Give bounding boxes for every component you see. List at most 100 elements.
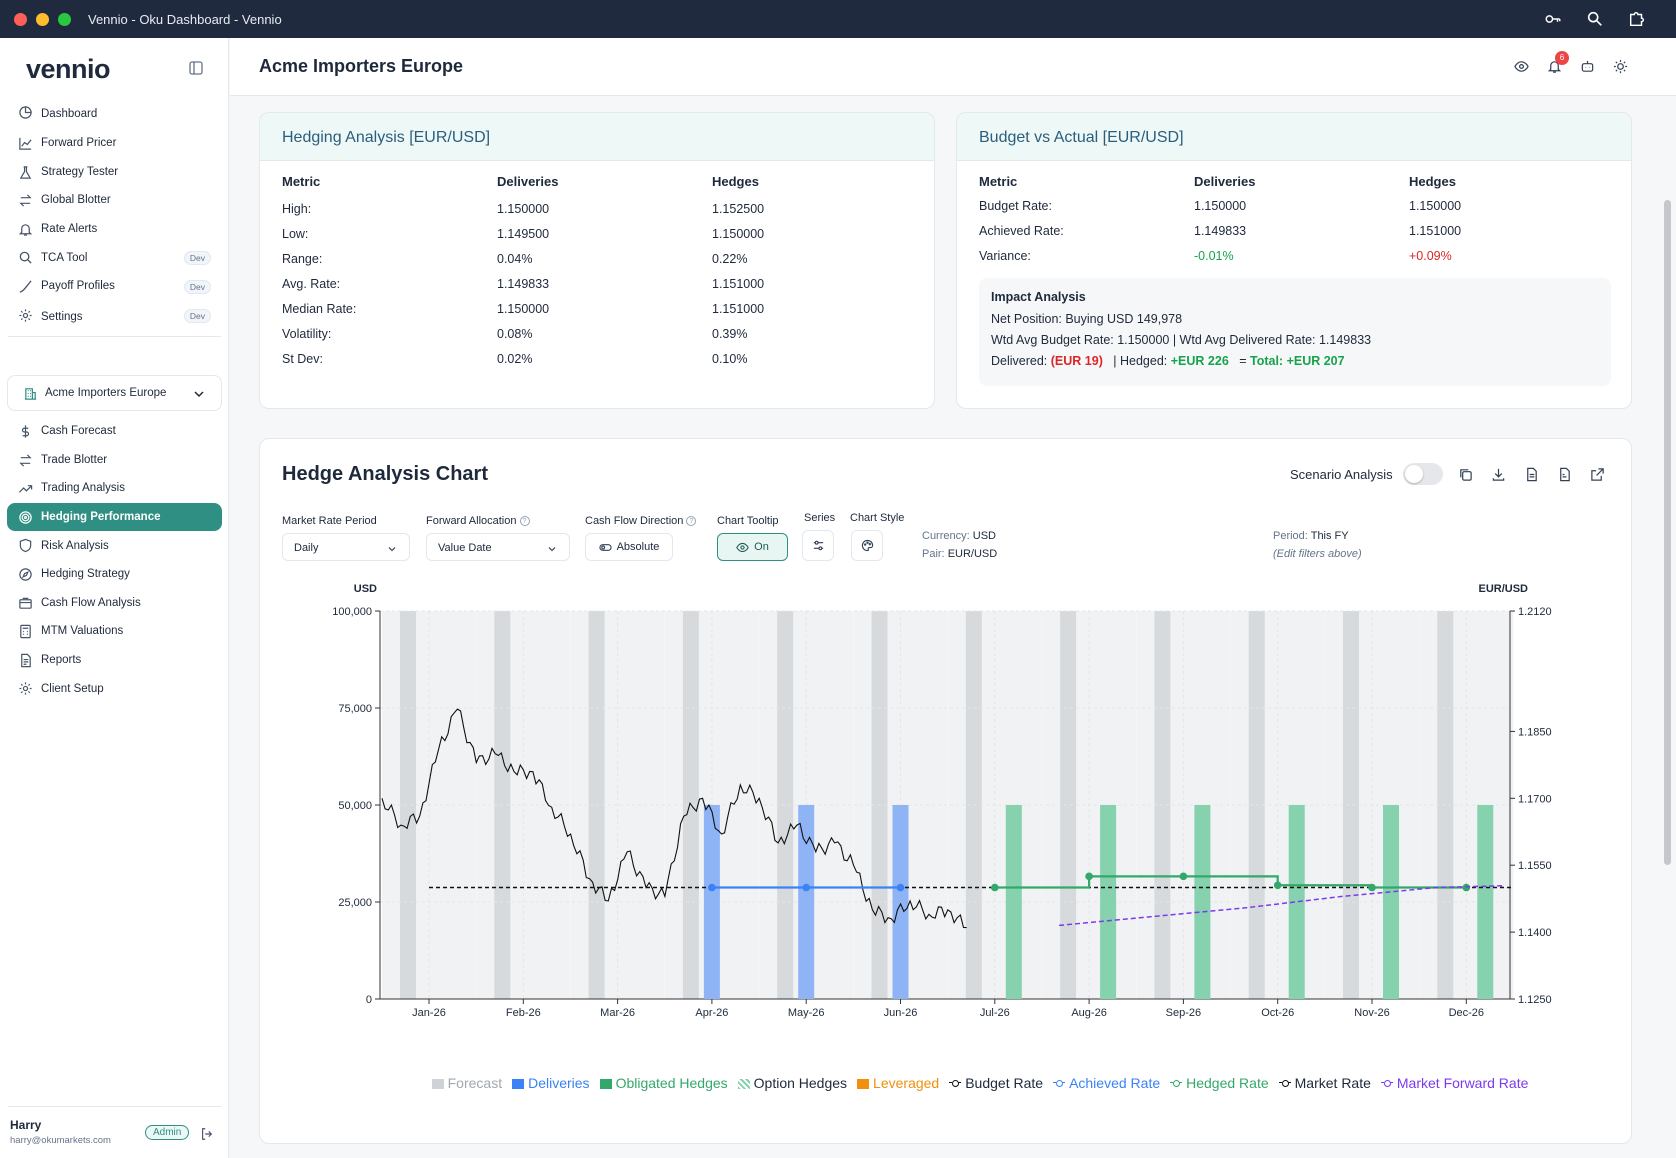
deliveries-variance: -0.01% [1194,249,1234,263]
chart-line-icon [19,137,32,150]
minimize-window-button[interactable] [36,12,49,26]
assistant-button[interactable] [1580,59,1595,74]
metric-name: High: [282,202,312,216]
currency-value: USD [972,530,996,542]
currency-label: Currency: [922,530,970,542]
sidebar-item-cash-flow-analysis[interactable]: Cash Flow Analysis [0,589,229,618]
sidebar-item-reports[interactable]: Reports [0,646,229,675]
sidebar-item-label: Trade Blotter [41,453,108,466]
deliveries-bar [703,805,720,999]
download-icon[interactable] [1491,467,1506,482]
hedges-value: 0.39% [712,327,748,341]
table-row: St Dev: 0.02% 0.10% [282,352,932,372]
sidebar-item-hedging-performance[interactable]: Hedging Performance [7,502,222,532]
column-header: Deliveries [1194,174,1256,189]
sidebar-item-rate-alerts[interactable]: Rate Alerts [0,215,229,244]
hedge-analysis-chart[interactable]: 0 25,000 50,000 75,000 100,000 1.1250 1.1400 1.… [260,439,1632,1079]
window-title: Vennio - Oku Dashboard - Vennio [88,11,282,27]
sidebar-collapse-icon[interactable] [188,60,204,76]
legend-swatch [949,1079,962,1087]
sidebar-item-forward-pricer[interactable]: Forward Pricer [0,129,229,158]
x-tick-label: Jun-26 [884,1007,918,1019]
sidebar-item-global-blotter[interactable]: Global Blotter [0,186,229,215]
legend-item[interactable]: Market Rate [1278,1075,1371,1091]
notifications-button[interactable]: 6 [1547,51,1569,74]
y-axis-title: USD [354,583,377,595]
logout-icon[interactable] [200,1127,214,1141]
sidebar-item-hedging-strategy[interactable]: Hedging Strategy [0,560,229,589]
hedges-value: 1.150000 [712,227,765,241]
chart-style-button[interactable] [851,530,883,561]
hedges-value: 0.10% [712,352,748,366]
column-header: Hedges [1409,174,1456,189]
hedged-rate-point [991,883,999,892]
help-icon[interactable]: ? [686,516,697,526]
market-rate-line [381,708,967,929]
theme-button[interactable] [1613,59,1628,74]
trend-icon [18,485,33,493]
legend-item[interactable]: Forecast [431,1075,503,1091]
period-label: Period: [1273,530,1308,542]
view-button[interactable] [1514,59,1529,74]
legend-swatch [431,1079,444,1089]
legend-item[interactable]: Hedged Rate [1170,1075,1269,1091]
legend-item[interactable]: Obligated Hedges [599,1075,728,1091]
legend-item[interactable]: Market Forward Rate [1380,1075,1528,1091]
page-header: Acme Importers Europe 6 [230,38,1676,96]
obligated-hedge-bar [1100,805,1117,999]
vennio-logo[interactable]: vennio [26,54,111,84]
legend-item[interactable]: Deliveries [512,1075,590,1091]
sidebar-item-settings[interactable]: Settings Dev [0,301,229,334]
weighted-average-rates: Wtd Avg Budget Rate: 1.150000 | Wtd Avg … [991,333,1372,347]
forecast-bar [1343,611,1359,999]
sidebar-item-client-setup[interactable]: Client Setup [0,674,229,703]
table-row: Budget Rate: 1.150000 1.150000 [979,199,1629,219]
legend-item[interactable]: Achieved Rate [1053,1075,1160,1091]
extensions-icon[interactable] [1628,10,1646,28]
hedge-analysis-chart-card: Hedge Analysis Chart Scenario Analysis M… [259,438,1632,1144]
csv-icon[interactable] [1557,467,1572,482]
client-select[interactable]: Acme Importers Europe [7,375,222,411]
pair-label: Pair: [922,548,945,560]
legend-item[interactable]: Option Hedges [737,1075,847,1091]
legend-swatch [857,1079,870,1089]
page-scrollbar[interactable] [1664,200,1671,865]
sidebar-item-strategy-tester[interactable]: Strategy Tester [0,158,229,187]
cash-flow-direction-value: Absolute [616,541,660,553]
sidebar-item-dashboard[interactable]: Dashboard [0,98,229,129]
external-link-icon[interactable] [1590,467,1605,482]
forward-allocation-select[interactable]: Value Date [426,533,570,561]
zoom-icon[interactable] [1586,10,1604,28]
chevron-down-icon [194,391,204,398]
legend-label: Hedged Rate [1186,1075,1269,1091]
y2-tick-label: 1.1250 [1518,994,1552,1006]
sidebar-item-tca-tool[interactable]: TCA Tool Dev [0,243,229,272]
user-box: Harry harry@okumarkets.com Admin [10,1118,220,1146]
sidebar-item-risk-analysis[interactable]: Risk Analysis [0,531,229,560]
key-icon[interactable] [1544,10,1562,28]
sidebar-item-trade-blotter[interactable]: Trade Blotter [0,446,229,475]
scenario-analysis-toggle[interactable] [1403,463,1443,485]
help-icon[interactable]: ? [519,516,530,526]
sidebar-item-trading-analysis[interactable]: Trading Analysis [0,474,229,503]
pdf-icon[interactable] [1524,467,1539,482]
legend-label: Forecast [447,1075,503,1091]
hedges-value: 0.22% [712,252,748,266]
dev-badge: Dev [183,251,211,266]
sidebar-item-label: Cash Flow Analysis [41,596,141,609]
legend-item[interactable]: Leveraged [857,1075,939,1091]
sidebar-item-payoff-profiles[interactable]: Payoff Profiles Dev [0,272,229,301]
close-window-button[interactable] [14,12,27,26]
chart-tooltip-button[interactable]: On [717,533,788,561]
series-button[interactable] [802,530,834,561]
market-rate-period-select[interactable]: Daily [282,533,410,561]
legend-item[interactable]: Budget Rate [949,1075,1043,1091]
sidebar-item-cash-forecast[interactable]: Cash Forecast [0,417,229,446]
sidebar-item-mtm-valuations[interactable]: MTM Valuations [0,617,229,646]
cash-flow-direction-button[interactable]: Absolute [585,533,673,561]
legend-swatch [737,1079,750,1089]
sidebar-item-label: Trading Analysis [41,482,125,495]
maximize-window-button[interactable] [58,12,71,26]
hedges-value: 1.152500 [712,202,765,216]
copy-icon[interactable] [1458,467,1473,482]
